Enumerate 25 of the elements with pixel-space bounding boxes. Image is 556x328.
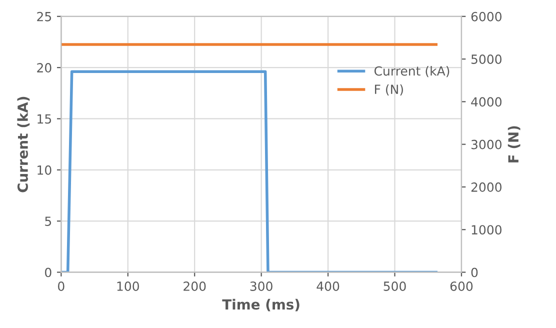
y2-tick-label: 0 xyxy=(471,268,478,278)
y-tick-label: 10 xyxy=(38,165,52,175)
y2-tick-label: 5000 xyxy=(471,54,502,64)
y2-tick-label: 3000 xyxy=(471,140,502,150)
y-tick-label: 0 xyxy=(45,268,52,278)
y-axis-title: Current (kA) xyxy=(17,96,30,192)
legend-label: F (N) xyxy=(375,84,403,96)
y2-tick-label: 4000 xyxy=(471,97,502,107)
x-tick-label: 500 xyxy=(384,281,406,291)
x-tick-label: 400 xyxy=(316,281,340,291)
x-tick-label: 100 xyxy=(117,281,139,291)
y-tick-label: 5 xyxy=(45,216,52,226)
y-tick-label: 15 xyxy=(38,114,52,124)
y2-tick-label: 1000 xyxy=(472,225,502,235)
x-tick-label: 200 xyxy=(184,281,206,291)
x-axis-title: Time (ms) xyxy=(222,298,300,312)
x-tick-label: 0 xyxy=(58,281,64,291)
x-tick-label: 300 xyxy=(250,281,272,291)
y-tick-label: 20 xyxy=(37,63,52,72)
x-tick-label: 600 xyxy=(450,281,473,291)
legend-label: Current (kA) xyxy=(374,66,450,78)
y2-tick-label: 6000 xyxy=(471,12,502,22)
y-tick-label: 25 xyxy=(37,12,52,22)
y2-tick-label: 2000 xyxy=(471,182,502,192)
y2-axis-title: F (N) xyxy=(508,126,520,162)
